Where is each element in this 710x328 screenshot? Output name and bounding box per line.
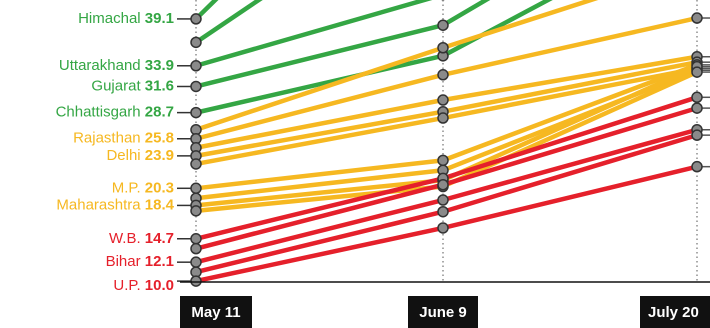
- x-tick-label: May 11: [191, 304, 240, 321]
- series-label: W.B. 14.7: [109, 230, 174, 247]
- point: [691, 91, 703, 104]
- series-label: U.P. 10.0: [113, 277, 174, 294]
- point: [190, 205, 202, 217]
- series-name: U.P.: [113, 277, 140, 294]
- series-label: Gujarat 31.6: [91, 77, 174, 94]
- point: [691, 129, 703, 141]
- series-label: Uttarakhand 33.9: [59, 57, 174, 74]
- point: [691, 102, 703, 114]
- point: [190, 36, 202, 49]
- series-value: 25.8: [145, 130, 174, 147]
- series-name: W.B.: [109, 230, 141, 247]
- point: [190, 182, 202, 195]
- point: [691, 66, 703, 78]
- point: [190, 60, 202, 72]
- point: [437, 19, 449, 31]
- point: [437, 222, 449, 234]
- point: [190, 106, 202, 119]
- point: [190, 275, 202, 287]
- series-label: Himachal 39.1: [78, 10, 174, 27]
- series-line: [194, 0, 219, 21]
- series-value: 10.0: [145, 277, 174, 294]
- series-name: Gujarat: [91, 77, 141, 94]
- series-value: 12.1: [145, 253, 174, 270]
- series-name: M.P.: [112, 179, 141, 196]
- point: [190, 158, 202, 170]
- series-label: Delhi 23.9: [106, 147, 174, 164]
- point: [437, 178, 449, 191]
- point: [437, 154, 449, 167]
- series-name: Chhattisgarh: [56, 104, 141, 121]
- point: [190, 80, 202, 93]
- point: [190, 233, 202, 245]
- x-tick-box: [180, 296, 252, 328]
- x-tick-box: [408, 296, 478, 328]
- series-name: Himachal: [78, 10, 141, 27]
- point: [691, 160, 703, 173]
- point: [190, 13, 202, 25]
- series-value: 14.7: [145, 230, 174, 247]
- point: [437, 94, 449, 106]
- series-label: Bihar 12.1: [106, 253, 174, 270]
- series-name: Rajasthan: [73, 130, 141, 147]
- series-value: 23.9: [145, 147, 174, 164]
- series-name: Maharashtra: [56, 196, 141, 213]
- point: [437, 42, 449, 54]
- point: [437, 205, 449, 218]
- series-line: [195, 0, 433, 68]
- series-value: 18.4: [145, 196, 175, 213]
- series-value: 33.9: [145, 57, 174, 74]
- series-value: 28.7: [145, 104, 174, 121]
- x-tick-label: June 9: [419, 304, 467, 321]
- series-value: 31.6: [145, 77, 174, 94]
- point: [437, 69, 449, 81]
- series-label: Chhattisgarh 28.7: [56, 104, 174, 121]
- point: [691, 12, 703, 24]
- series-value: 39.1: [145, 10, 174, 27]
- x-tick-label: July 20: [648, 304, 699, 321]
- series-label: M.P. 20.3: [112, 179, 174, 196]
- point: [190, 256, 202, 268]
- point: [190, 242, 202, 255]
- series-name: Bihar: [106, 253, 141, 270]
- series-value: 20.3: [145, 179, 174, 196]
- series-label: Rajasthan 25.8: [73, 130, 174, 147]
- series-label: Maharashtra 18.4: [56, 196, 174, 213]
- point: [437, 112, 449, 124]
- x-tick-box: [640, 296, 710, 328]
- series-name: Uttarakhand: [59, 57, 141, 74]
- point: [437, 194, 449, 206]
- series-name: Delhi: [106, 147, 140, 164]
